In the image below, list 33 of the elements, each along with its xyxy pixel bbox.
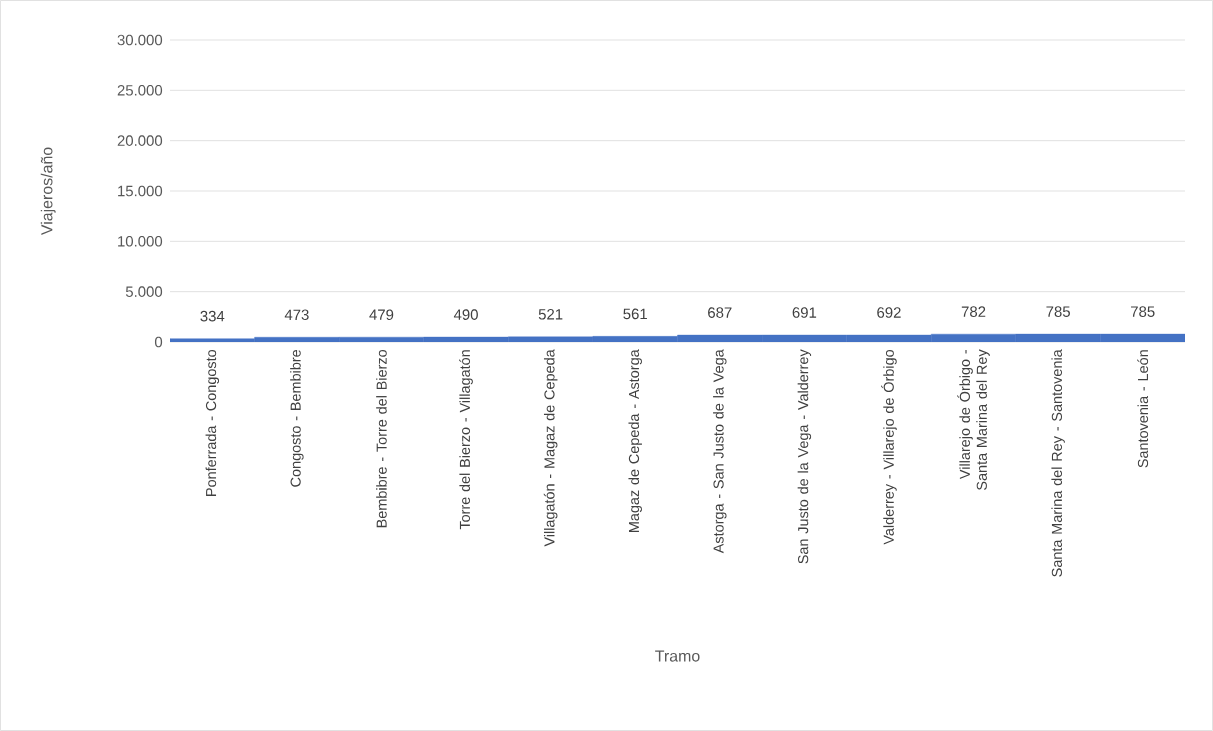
- data-label: 479: [369, 309, 394, 320]
- x-tick-label: Magaz de Cepeda - Astorga: [628, 349, 642, 533]
- data-label: 692: [877, 307, 901, 318]
- x-tick-label: Bembibre - Torre del Bierzo: [376, 349, 387, 528]
- y-tick-label: 10.000: [118, 236, 163, 247]
- x-tick-label: Astorga - San Justo de la Vega: [713, 349, 727, 554]
- data-label: 687: [708, 307, 732, 318]
- data-label: 782: [961, 306, 986, 317]
- data-label: 521: [538, 308, 563, 320]
- x-tick-label: Torre del Bierzo - Villagatón: [459, 350, 473, 530]
- data-label: 561: [623, 308, 647, 320]
- data-label: 785: [1131, 306, 1155, 317]
- data-label: 691: [792, 307, 817, 318]
- x-tick-label: Valderrey - Villarejo de Órbigo: [881, 349, 897, 545]
- x-tick-label: Santovenia - León: [1137, 350, 1149, 468]
- x-tick-label: Villagatón - Magaz de Cepeda: [543, 349, 558, 547]
- data-label: 490: [453, 309, 478, 320]
- data-label: 334: [200, 310, 225, 322]
- data-label: 473: [284, 309, 309, 321]
- x-tick-label: Villarejo de Órbigo - Santa Marina del Rey: [957, 349, 990, 490]
- y-tick-label: 15.000: [118, 185, 163, 197]
- x-tick-label: San Justo de la Vega - Valderrey: [797, 349, 812, 564]
- y-tick-label: 5.000: [125, 286, 163, 297]
- x-tick-label: Santa Marina del Rey - Santovenia: [1051, 349, 1065, 577]
- x-axis-title: Tramo: [655, 650, 700, 662]
- y-axis-title: Viajeros/año: [40, 147, 56, 236]
- y-tick-label: 0: [154, 336, 163, 348]
- x-tick-label: Congosto - Bembibre: [290, 349, 304, 487]
- y-tick-label: 30.000: [117, 34, 163, 46]
- y-tick-label: 20.000: [117, 135, 163, 146]
- y-tick-label: 25.000: [117, 85, 163, 96]
- x-tick-label: Ponferrada - Congosto: [205, 349, 220, 496]
- data-label: 785: [1046, 306, 1070, 317]
